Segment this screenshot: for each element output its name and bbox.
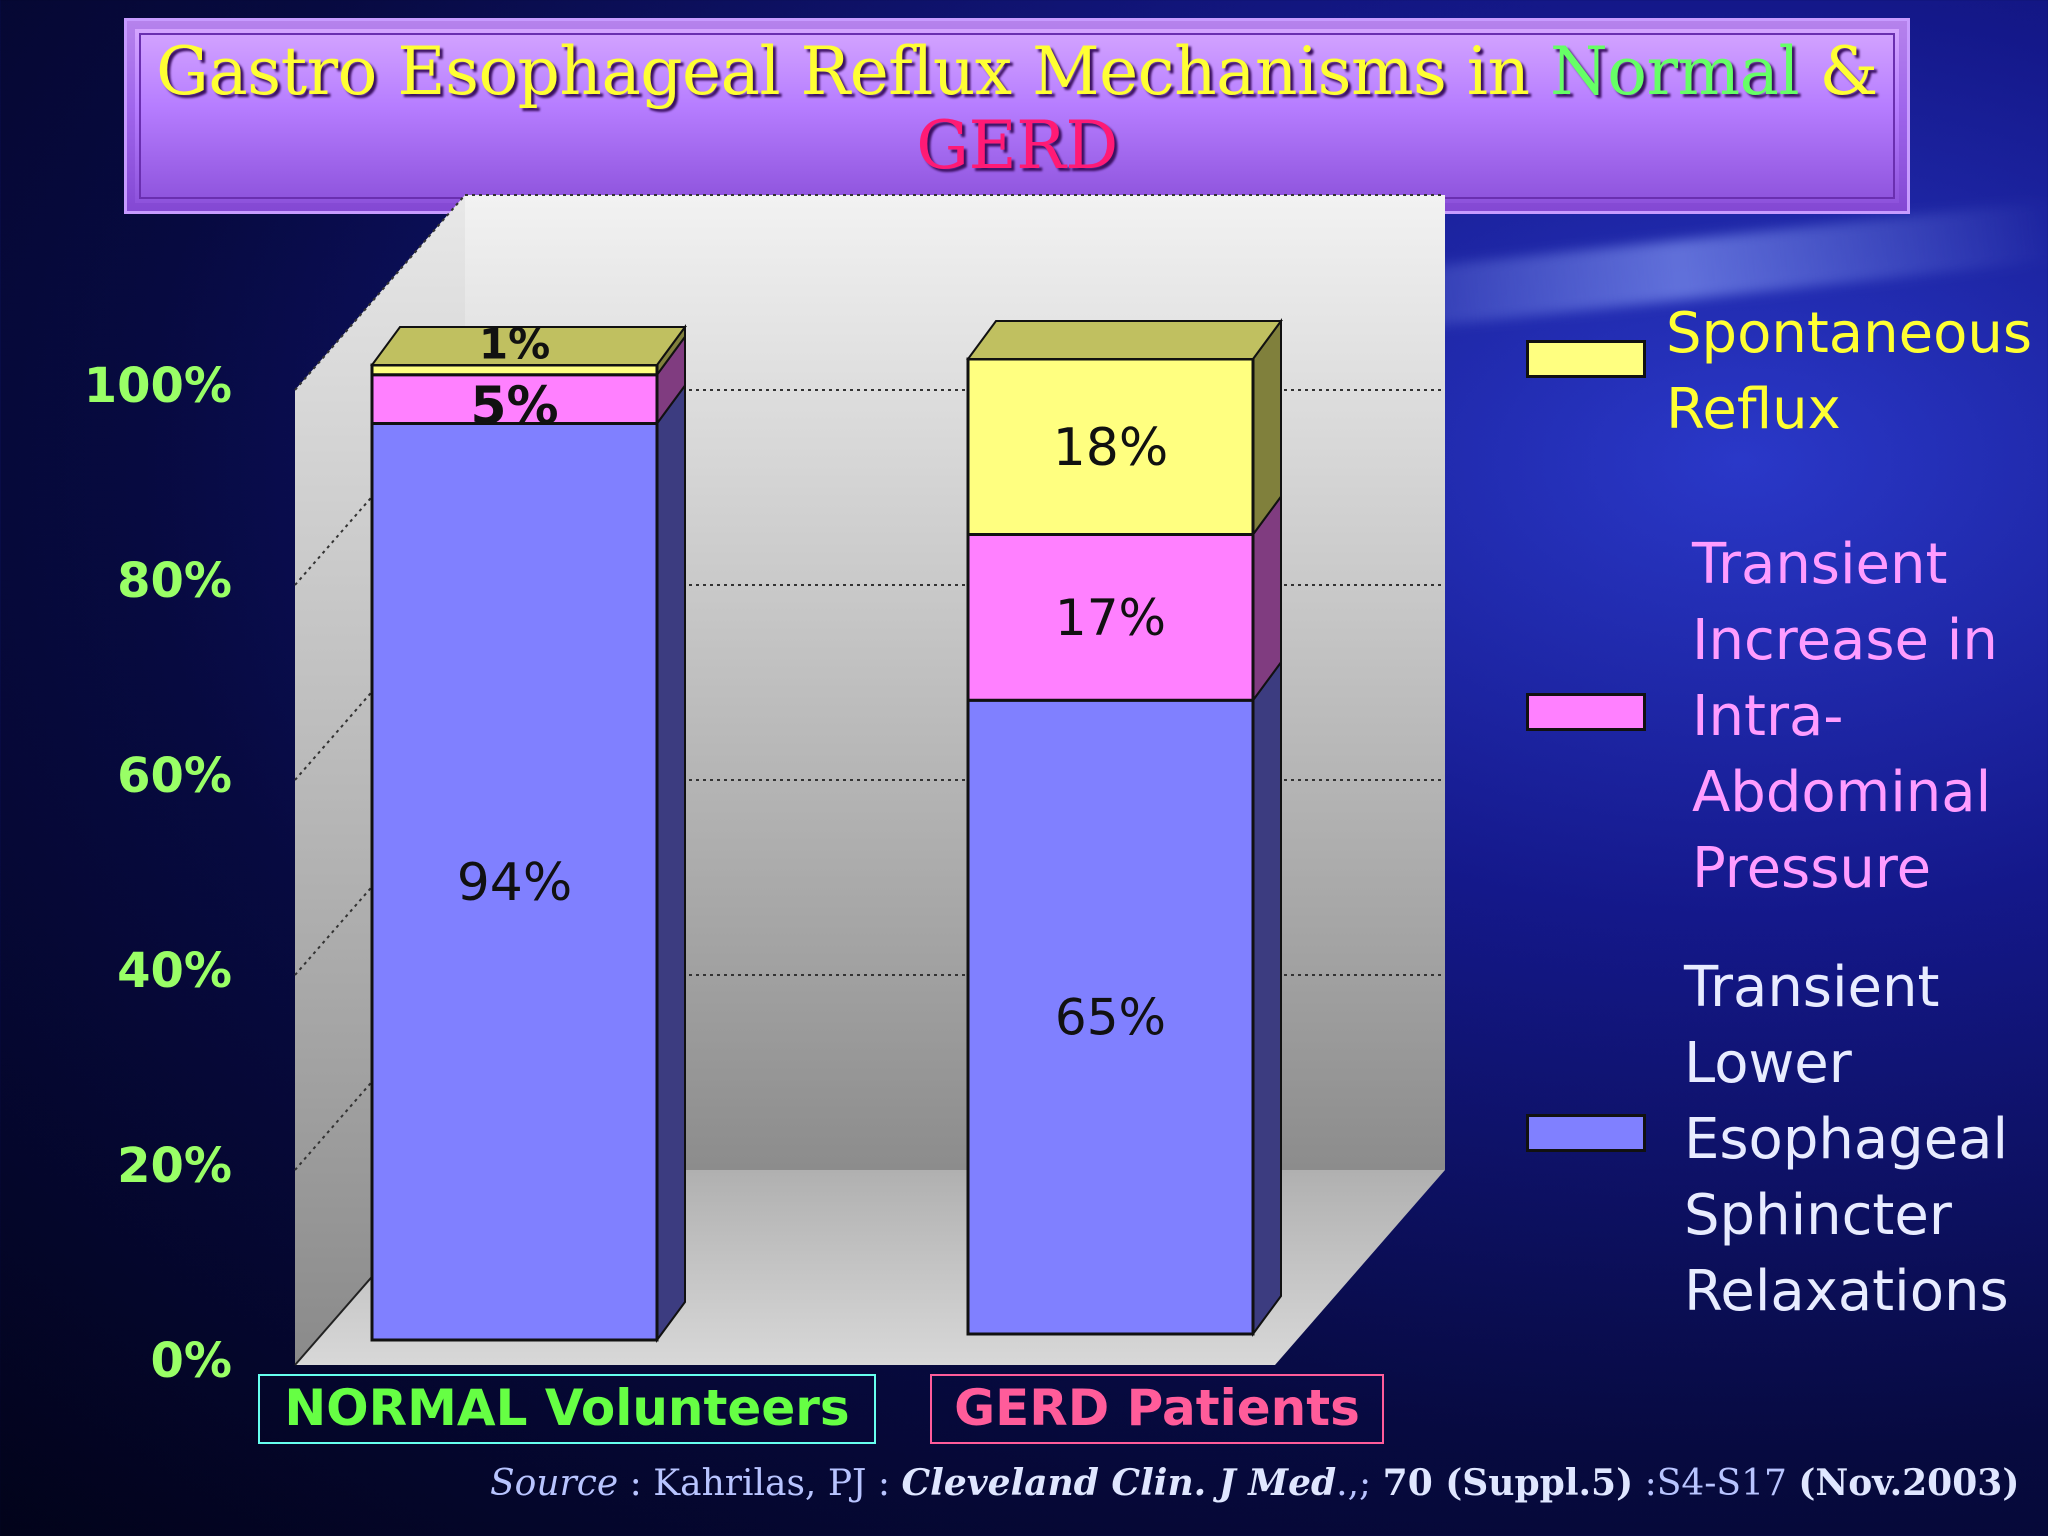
y-tick-label: 0% [150, 1333, 233, 1389]
source-sep: .,; [1336, 1463, 1383, 1504]
legend-label-intra-abdominal: Transient Increase in Intra- Abdominal P… [1692, 532, 1998, 901]
source-date: (Nov.2003) [1798, 1462, 2020, 1504]
bar-top-1 [966, 320, 1283, 360]
legend-label-tlesr: Transient Lower Esophageal Sphincter Rel… [1684, 955, 2009, 1324]
category-label-normal-text: NORMAL Volunteers [284, 1379, 850, 1437]
legend-swatch-tlesr [1526, 1114, 1646, 1152]
bar-value-label-1-2: 18% [1053, 418, 1169, 478]
source-author: : Kahrilas, PJ : [618, 1463, 902, 1504]
slide-title: Gastro Esophageal Reflux Mechanisms in N… [127, 35, 1907, 183]
category-label-gerd: GERD Patients [930, 1374, 1384, 1444]
legend-swatch-spontaneous [1526, 340, 1646, 378]
bar-value-label-1-1: 17% [1055, 589, 1166, 647]
bar-segment-0-0 [370, 422, 659, 1342]
gridline-side-1 [294, 974, 466, 1171]
source-journal: Cleveland Clin. J Med [901, 1462, 1337, 1504]
y-tick-label: 100% [83, 358, 232, 414]
category-label-normal: NORMAL Volunteers [258, 1374, 876, 1444]
title-normal-word: Normal [1550, 33, 1800, 110]
gridline-side-2 [294, 779, 466, 976]
source-pages: :S4-S17 [1633, 1463, 1799, 1504]
bar-top-0 [370, 326, 687, 366]
title-part-1: Gastro Esophageal Reflux Mechanisms in [156, 33, 1550, 110]
y-tick-label: 60% [117, 748, 232, 804]
bar-segment-0-1 [370, 373, 659, 425]
y-tick-label: 40% [117, 943, 232, 999]
bar-segment-1-0 [966, 698, 1255, 1336]
gridline-side-3 [294, 584, 466, 781]
source-word: Source [490, 1463, 619, 1504]
gridline-side-5 [294, 194, 466, 391]
source-volume: 70 (Suppl.5) [1382, 1462, 1634, 1504]
title-ampersand: & [1799, 33, 1879, 110]
source-citation: Source : Kahrilas, PJ : Cleveland Clin. … [490, 1462, 2019, 1504]
legend-label-spontaneous: Spontaneous Reflux [1666, 301, 2032, 442]
bar-side-0-0 [656, 382, 686, 1344]
bar-value-label-1-0: 65% [1055, 989, 1166, 1047]
y-tick-label: 80% [117, 553, 232, 609]
legend-swatch-intra-abdominal [1526, 693, 1646, 731]
category-label-gerd-text: GERD Patients [954, 1379, 1360, 1437]
gridline-side-4 [294, 389, 466, 586]
bars: 94% 5% 1% 65% 17% 18% [370, 317, 1283, 1344]
bar-value-label-0-0: 94% [457, 853, 573, 913]
y-tick-label: 20% [117, 1138, 232, 1194]
bar-value-label-0-1: 5% [470, 376, 558, 436]
title-gerd-word: GERD [916, 107, 1118, 184]
bar-segment-1-2 [966, 357, 1255, 536]
bar-segment-1-1 [966, 533, 1255, 702]
bar-value-label-0-2: 1% [479, 320, 550, 369]
bar-side-1-0 [1252, 659, 1282, 1338]
